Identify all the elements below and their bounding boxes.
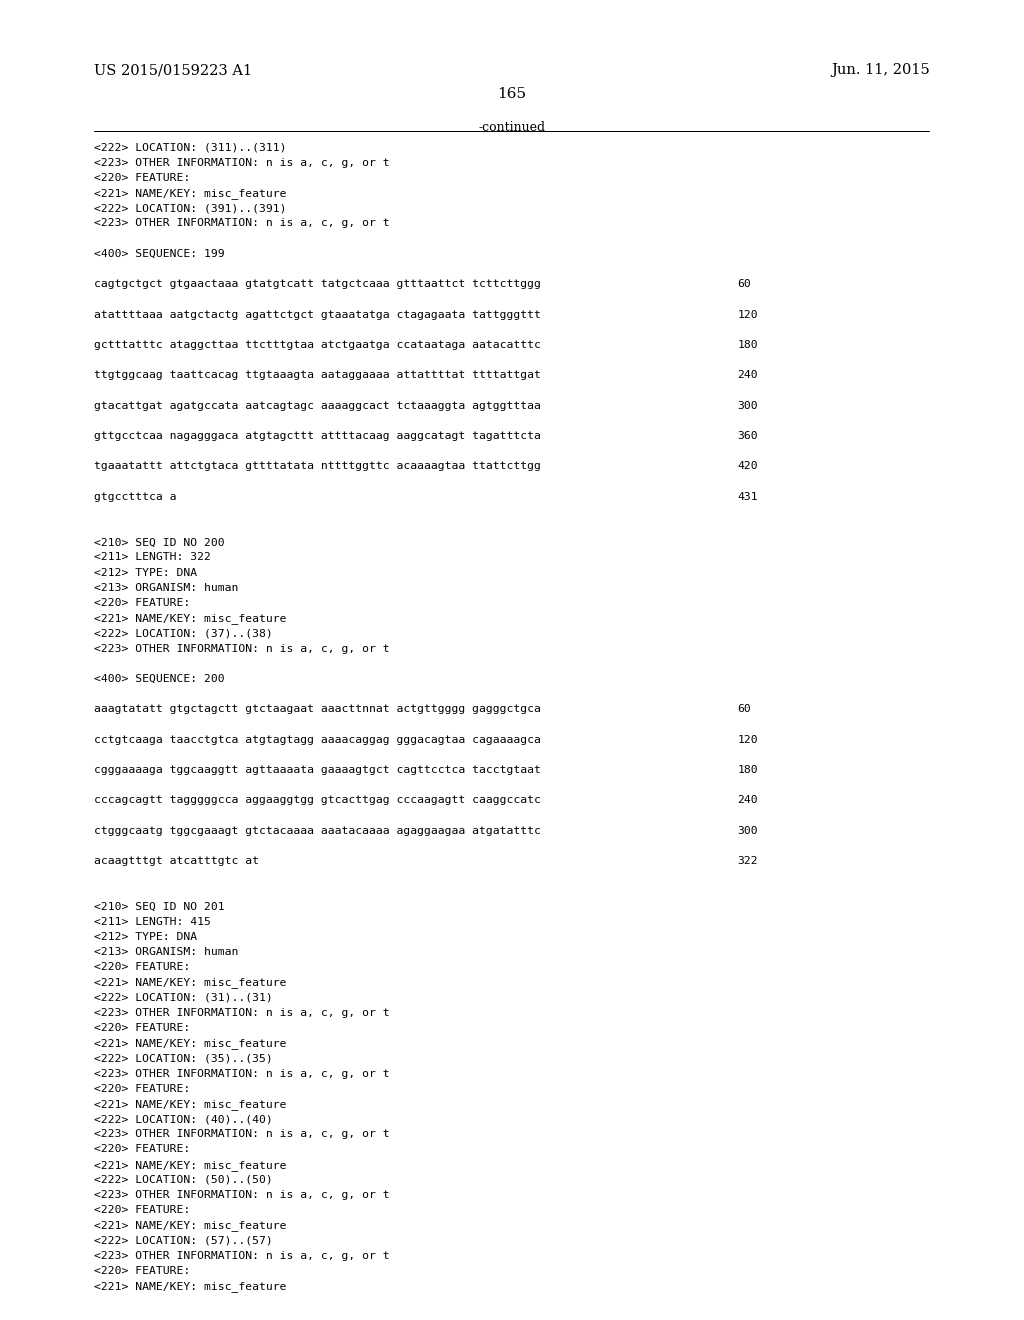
Text: 60: 60 [737,704,751,714]
Text: ttgtggcaag taattcacag ttgtaaagta aataggaaaa attattttat ttttattgat: ttgtggcaag taattcacag ttgtaaagta aatagga… [94,370,541,380]
Text: <220> FEATURE:: <220> FEATURE: [94,1266,190,1276]
Text: gtgcctttca a: gtgcctttca a [94,492,177,502]
Text: 322: 322 [737,855,758,866]
Text: <223> OTHER INFORMATION: n is a, c, g, or t: <223> OTHER INFORMATION: n is a, c, g, o… [94,644,390,653]
Text: <212> TYPE: DNA: <212> TYPE: DNA [94,932,198,942]
Text: ctgggcaatg tggcgaaagt gtctacaaaa aaatacaaaa agaggaagaa atgatatttc: ctgggcaatg tggcgaaagt gtctacaaaa aaataca… [94,826,541,836]
Text: 240: 240 [737,795,758,805]
Text: 360: 360 [737,430,758,441]
Text: <222> LOCATION: (35)..(35): <222> LOCATION: (35)..(35) [94,1053,273,1064]
Text: <221> NAME/KEY: misc_feature: <221> NAME/KEY: misc_feature [94,1098,287,1110]
Text: -continued: -continued [478,121,546,135]
Text: <220> FEATURE:: <220> FEATURE: [94,1144,190,1155]
Text: 180: 180 [737,764,758,775]
Text: cagtgctgct gtgaactaaa gtatgtcatt tatgctcaaa gtttaattct tcttcttggg: cagtgctgct gtgaactaaa gtatgtcatt tatgctc… [94,280,541,289]
Text: <220> FEATURE:: <220> FEATURE: [94,1205,190,1216]
Text: 120: 120 [737,734,758,744]
Text: <220> FEATURE:: <220> FEATURE: [94,173,190,183]
Text: <222> LOCATION: (311)..(311): <222> LOCATION: (311)..(311) [94,143,287,153]
Text: cccagcagtt tagggggcca aggaaggtgg gtcacttgag cccaagagtt caaggccatc: cccagcagtt tagggggcca aggaaggtgg gtcactt… [94,795,541,805]
Text: aaagtatatt gtgctagctt gtctaagaat aaacttnnat actgttgggg gagggctgca: aaagtatatt gtgctagctt gtctaagaat aaacttn… [94,704,541,714]
Text: 60: 60 [737,280,751,289]
Text: <211> LENGTH: 415: <211> LENGTH: 415 [94,916,211,927]
Text: <221> NAME/KEY: misc_feature: <221> NAME/KEY: misc_feature [94,1280,287,1292]
Text: <213> ORGANISM: human: <213> ORGANISM: human [94,583,239,593]
Text: <221> NAME/KEY: misc_feature: <221> NAME/KEY: misc_feature [94,612,287,624]
Text: <223> OTHER INFORMATION: n is a, c, g, or t: <223> OTHER INFORMATION: n is a, c, g, o… [94,158,390,168]
Text: <221> NAME/KEY: misc_feature: <221> NAME/KEY: misc_feature [94,1159,287,1171]
Text: <400> SEQUENCE: 200: <400> SEQUENCE: 200 [94,673,225,684]
Text: 120: 120 [737,309,758,319]
Text: <220> FEATURE:: <220> FEATURE: [94,1023,190,1034]
Text: Jun. 11, 2015: Jun. 11, 2015 [831,63,930,78]
Text: gttgcctcaa nagagggaca atgtagcttt attttacaag aaggcatagt tagatttcta: gttgcctcaa nagagggaca atgtagcttt attttac… [94,430,541,441]
Text: 240: 240 [737,370,758,380]
Text: <223> OTHER INFORMATION: n is a, c, g, or t: <223> OTHER INFORMATION: n is a, c, g, o… [94,1191,390,1200]
Text: <223> OTHER INFORMATION: n is a, c, g, or t: <223> OTHER INFORMATION: n is a, c, g, o… [94,1251,390,1261]
Text: <221> NAME/KEY: misc_feature: <221> NAME/KEY: misc_feature [94,187,287,199]
Text: <223> OTHER INFORMATION: n is a, c, g, or t: <223> OTHER INFORMATION: n is a, c, g, o… [94,1129,390,1139]
Text: <222> LOCATION: (57)..(57): <222> LOCATION: (57)..(57) [94,1236,273,1246]
Text: <223> OTHER INFORMATION: n is a, c, g, or t: <223> OTHER INFORMATION: n is a, c, g, o… [94,1069,390,1078]
Text: cgggaaaaga tggcaaggtt agttaaaata gaaaagtgct cagttcctca tacctgtaat: cgggaaaaga tggcaaggtt agttaaaata gaaaagt… [94,764,541,775]
Text: <221> NAME/KEY: misc_feature: <221> NAME/KEY: misc_feature [94,1220,287,1232]
Text: <222> LOCATION: (50)..(50): <222> LOCATION: (50)..(50) [94,1175,273,1185]
Text: <210> SEQ ID NO 201: <210> SEQ ID NO 201 [94,902,225,912]
Text: US 2015/0159223 A1: US 2015/0159223 A1 [94,63,252,78]
Text: <212> TYPE: DNA: <212> TYPE: DNA [94,568,198,578]
Text: <223> OTHER INFORMATION: n is a, c, g, or t: <223> OTHER INFORMATION: n is a, c, g, o… [94,218,390,228]
Text: <222> LOCATION: (391)..(391): <222> LOCATION: (391)..(391) [94,203,287,214]
Text: <213> ORGANISM: human: <213> ORGANISM: human [94,948,239,957]
Text: <220> FEATURE:: <220> FEATURE: [94,962,190,973]
Text: 420: 420 [737,461,758,471]
Text: cctgtcaaga taacctgtca atgtagtagg aaaacaggag gggacagtaa cagaaaagca: cctgtcaaga taacctgtca atgtagtagg aaaacag… [94,734,541,744]
Text: 300: 300 [737,826,758,836]
Text: <220> FEATURE:: <220> FEATURE: [94,1084,190,1094]
Text: 165: 165 [498,87,526,102]
Text: <211> LENGTH: 322: <211> LENGTH: 322 [94,552,211,562]
Text: <210> SEQ ID NO 200: <210> SEQ ID NO 200 [94,537,225,548]
Text: 300: 300 [737,401,758,411]
Text: gtacattgat agatgccata aatcagtagc aaaaggcact tctaaaggta agtggtttaa: gtacattgat agatgccata aatcagtagc aaaaggc… [94,401,541,411]
Text: <222> LOCATION: (37)..(38): <222> LOCATION: (37)..(38) [94,628,273,639]
Text: <400> SEQUENCE: 199: <400> SEQUENCE: 199 [94,248,225,259]
Text: <221> NAME/KEY: misc_feature: <221> NAME/KEY: misc_feature [94,1038,287,1049]
Text: <223> OTHER INFORMATION: n is a, c, g, or t: <223> OTHER INFORMATION: n is a, c, g, o… [94,1008,390,1018]
Text: atattttaaa aatgctactg agattctgct gtaaatatga ctagagaata tattgggttt: atattttaaa aatgctactg agattctgct gtaaata… [94,309,541,319]
Text: tgaaatattt attctgtaca gttttatata nttttggttc acaaaagtaa ttattcttgg: tgaaatattt attctgtaca gttttatata nttttgg… [94,461,541,471]
Text: 180: 180 [737,339,758,350]
Text: <222> LOCATION: (40)..(40): <222> LOCATION: (40)..(40) [94,1114,273,1125]
Text: <221> NAME/KEY: misc_feature: <221> NAME/KEY: misc_feature [94,977,287,989]
Text: 431: 431 [737,492,758,502]
Text: <222> LOCATION: (31)..(31): <222> LOCATION: (31)..(31) [94,993,273,1003]
Text: gctttatttc ataggcttaa ttctttgtaa atctgaatga ccataataga aatacatttc: gctttatttc ataggcttaa ttctttgtaa atctgaa… [94,339,541,350]
Text: acaagtttgt atcatttgtc at: acaagtttgt atcatttgtc at [94,855,259,866]
Text: <220> FEATURE:: <220> FEATURE: [94,598,190,609]
